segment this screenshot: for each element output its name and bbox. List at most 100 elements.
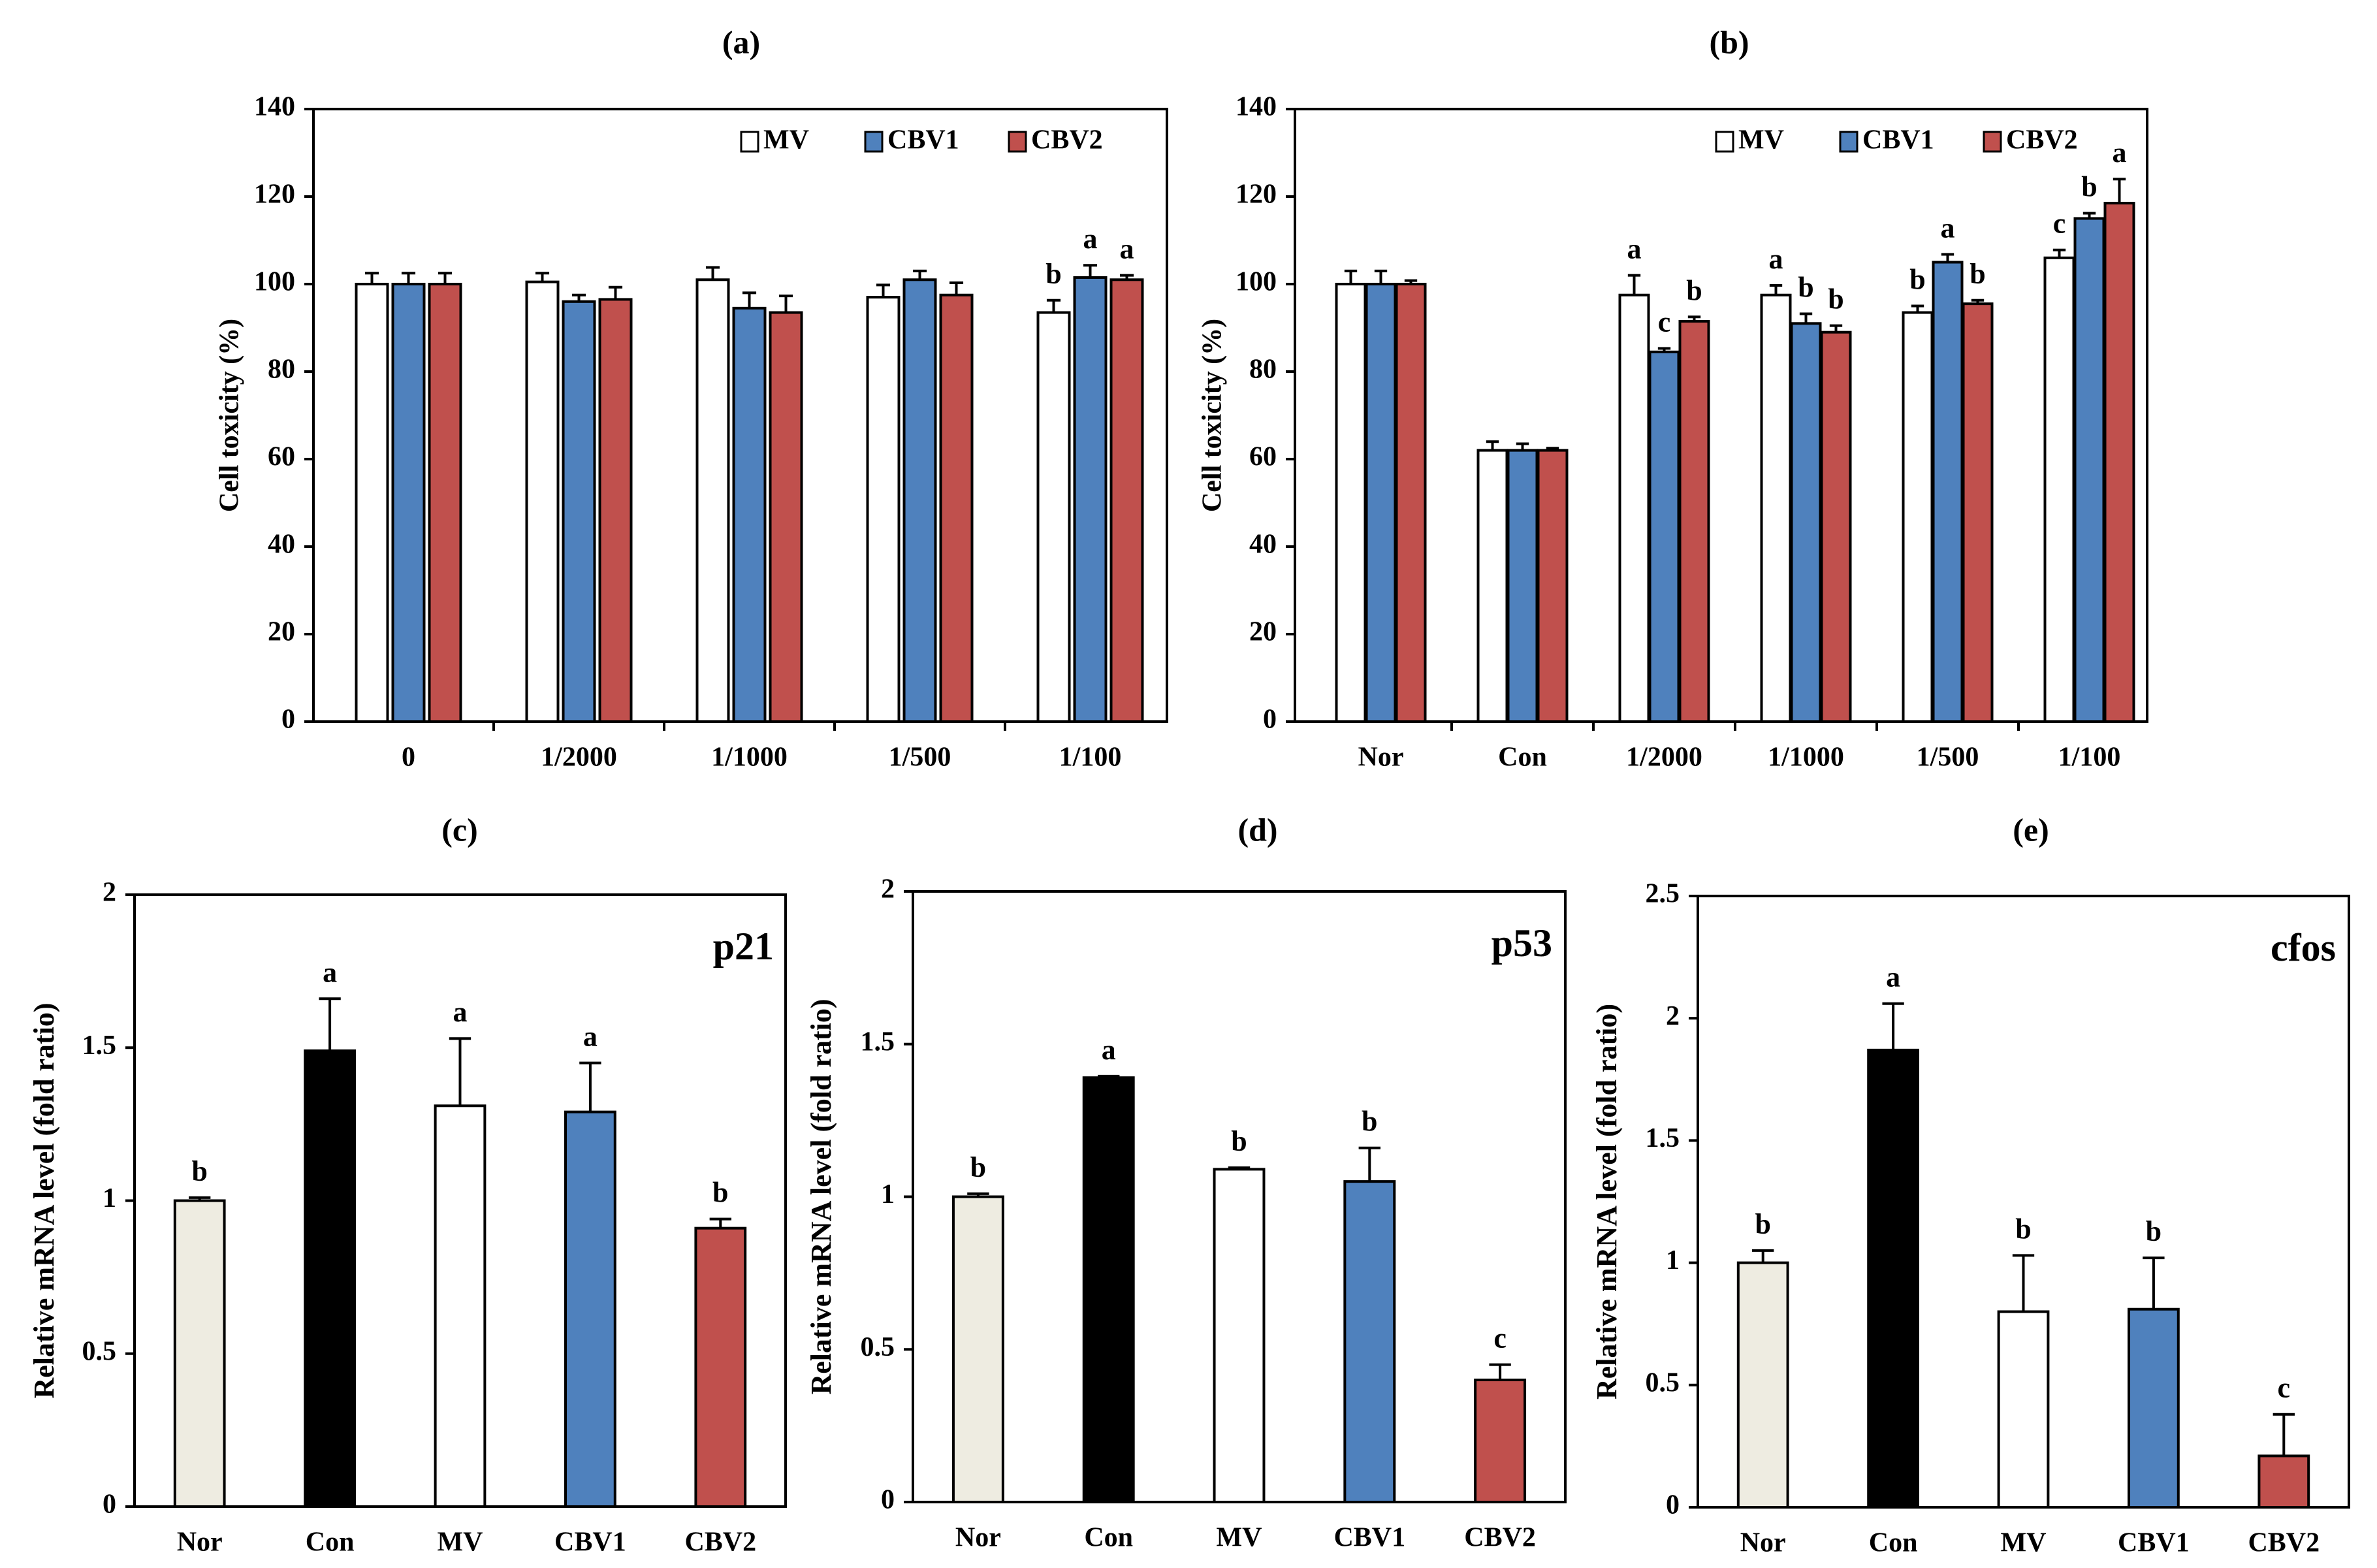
- panel-label: (b): [1709, 24, 1749, 60]
- y-tick-label: 80: [268, 355, 295, 385]
- bar-cbv1: [391, 283, 426, 723]
- bar-cbv1: [2073, 217, 2105, 723]
- bar-mv: [1997, 1310, 2050, 1509]
- x-tick-label: Nor: [177, 1528, 223, 1558]
- y-tick-label: 140: [254, 92, 295, 122]
- significance-letter: b: [1970, 258, 1985, 290]
- bar-mv: [1213, 1168, 1266, 1504]
- significance-letter: a: [2113, 136, 2127, 168]
- y-tick-label: 100: [254, 267, 295, 297]
- bar-cbv2: [769, 311, 803, 723]
- bar-mv: [355, 283, 389, 723]
- bar-nor: [1736, 1261, 1789, 1509]
- panel-label: (d): [1237, 811, 1277, 848]
- significance-letter: b: [1231, 1125, 1247, 1157]
- x-tick-label: MV: [2001, 1528, 2047, 1558]
- bar-mv: [1760, 293, 1792, 723]
- bar-mv: [695, 278, 730, 723]
- significance-letter: a: [1627, 233, 1642, 265]
- x-tick-label: CBV1: [2118, 1528, 2190, 1558]
- legend-swatch-cbv2: [1983, 131, 2002, 153]
- x-tick-label: 1/100: [2058, 743, 2121, 773]
- legend-swatch-cbv1: [864, 131, 884, 153]
- x-tick-label: 1/2000: [1626, 743, 1702, 773]
- y-tick-label: 0.5: [1646, 1368, 1680, 1398]
- x-tick-label: 1/1000: [1768, 743, 1844, 773]
- significance-letter: b: [1909, 264, 1925, 296]
- y-axis-label: Cell toxicity (%): [1198, 319, 1228, 512]
- significance-letter: b: [970, 1151, 986, 1183]
- bar-mv: [1036, 311, 1071, 723]
- bar-cbv2: [694, 1226, 747, 1509]
- significance-letter: c: [1493, 1322, 1507, 1354]
- x-tick-label: Nor: [1358, 743, 1404, 773]
- bar-cbv2: [428, 283, 462, 723]
- bar-cbv2: [1820, 330, 1852, 723]
- y-tick-label: 100: [1236, 267, 1277, 297]
- significance-letter: a: [583, 1021, 598, 1053]
- legend-swatch-cbv2: [1008, 131, 1027, 153]
- legend: MV CBV1 CBV2: [740, 125, 1103, 155]
- bar-cbv1: [1648, 350, 1680, 723]
- x-tick-label: 0: [402, 743, 415, 773]
- bar-cbv2: [2257, 1454, 2310, 1509]
- gene-label: p21: [713, 925, 774, 968]
- significance-letter: a: [1120, 233, 1134, 265]
- significance-letter: b: [1798, 272, 1813, 304]
- bar-cbv1: [1932, 261, 1964, 723]
- significance-letter: a: [1769, 243, 1783, 275]
- bar-cbv2: [598, 298, 633, 723]
- x-tick-label: Con: [1084, 1523, 1133, 1553]
- bar-cbv2: [1962, 302, 1994, 723]
- x-tick-label: MV: [438, 1528, 483, 1558]
- x-tick-label: CBV1: [1333, 1523, 1405, 1553]
- bar-cbv2: [1537, 449, 1569, 723]
- y-tick-label: 0: [1666, 1490, 1680, 1520]
- significance-letter: b: [1045, 258, 1061, 290]
- legend-swatch-mv: [1715, 131, 1734, 153]
- x-tick-label: CBV1: [554, 1528, 626, 1558]
- bar-cbv1: [732, 306, 767, 724]
- x-tick-label: 1/500: [1917, 743, 1979, 773]
- significance-letter: a: [1941, 212, 1955, 244]
- x-tick-label: Con: [306, 1528, 355, 1558]
- x-tick-label: CBV2: [2248, 1528, 2320, 1558]
- legend-swatch-cbv1: [1839, 131, 1859, 153]
- legend-label-cbv2: CBV2: [2006, 125, 2078, 155]
- bar-mv: [434, 1104, 487, 1508]
- legend: MV CBV1 CBV2: [1715, 125, 2078, 155]
- x-tick-label: CBV2: [684, 1528, 756, 1558]
- plot-frame: [312, 108, 1168, 723]
- panel-label: (e): [2013, 811, 2049, 848]
- chart-panel-b: (b) 0 20 40 60 80 100 120 140 Cell toxicity (%) a c…: [1198, 24, 2148, 773]
- x-tick-label: Nor: [1740, 1528, 1786, 1558]
- y-tick-label: 40: [268, 530, 295, 560]
- bars-group: ba a: [355, 223, 1144, 724]
- y-axis-label: Relative mRNA level (fold ratio): [805, 999, 837, 1394]
- plot-frame: [1294, 108, 2148, 723]
- bar-cbv1: [1790, 322, 1822, 723]
- legend-label-cbv1: CBV1: [887, 125, 959, 155]
- significance-letter: c: [2053, 208, 2066, 240]
- gene-label: cfos: [2271, 926, 2336, 969]
- y-tick-label: 1: [881, 1179, 895, 1209]
- significance-letter: a: [1886, 961, 1900, 993]
- significance-letter: a: [323, 956, 337, 988]
- y-tick-label: 1: [103, 1183, 116, 1213]
- bar-mv: [866, 296, 901, 724]
- bar-cbv2: [1678, 319, 1710, 723]
- y-tick-label: 2: [103, 878, 116, 908]
- bar-cbv1: [902, 278, 937, 723]
- legend-label-cbv1: CBV1: [1862, 125, 1934, 155]
- bar-cbv1: [2128, 1307, 2180, 1509]
- y-tick-label: 2.5: [1646, 879, 1680, 909]
- bar-cbv1: [564, 1110, 616, 1508]
- bar-nor: [173, 1199, 226, 1508]
- y-tick-label: 1.5: [1646, 1123, 1680, 1153]
- x-tick-label: Nor: [955, 1523, 1001, 1553]
- bar-mv: [1618, 293, 1650, 723]
- significance-letter: b: [1755, 1208, 1770, 1240]
- y-tick-label: 1: [1666, 1245, 1680, 1275]
